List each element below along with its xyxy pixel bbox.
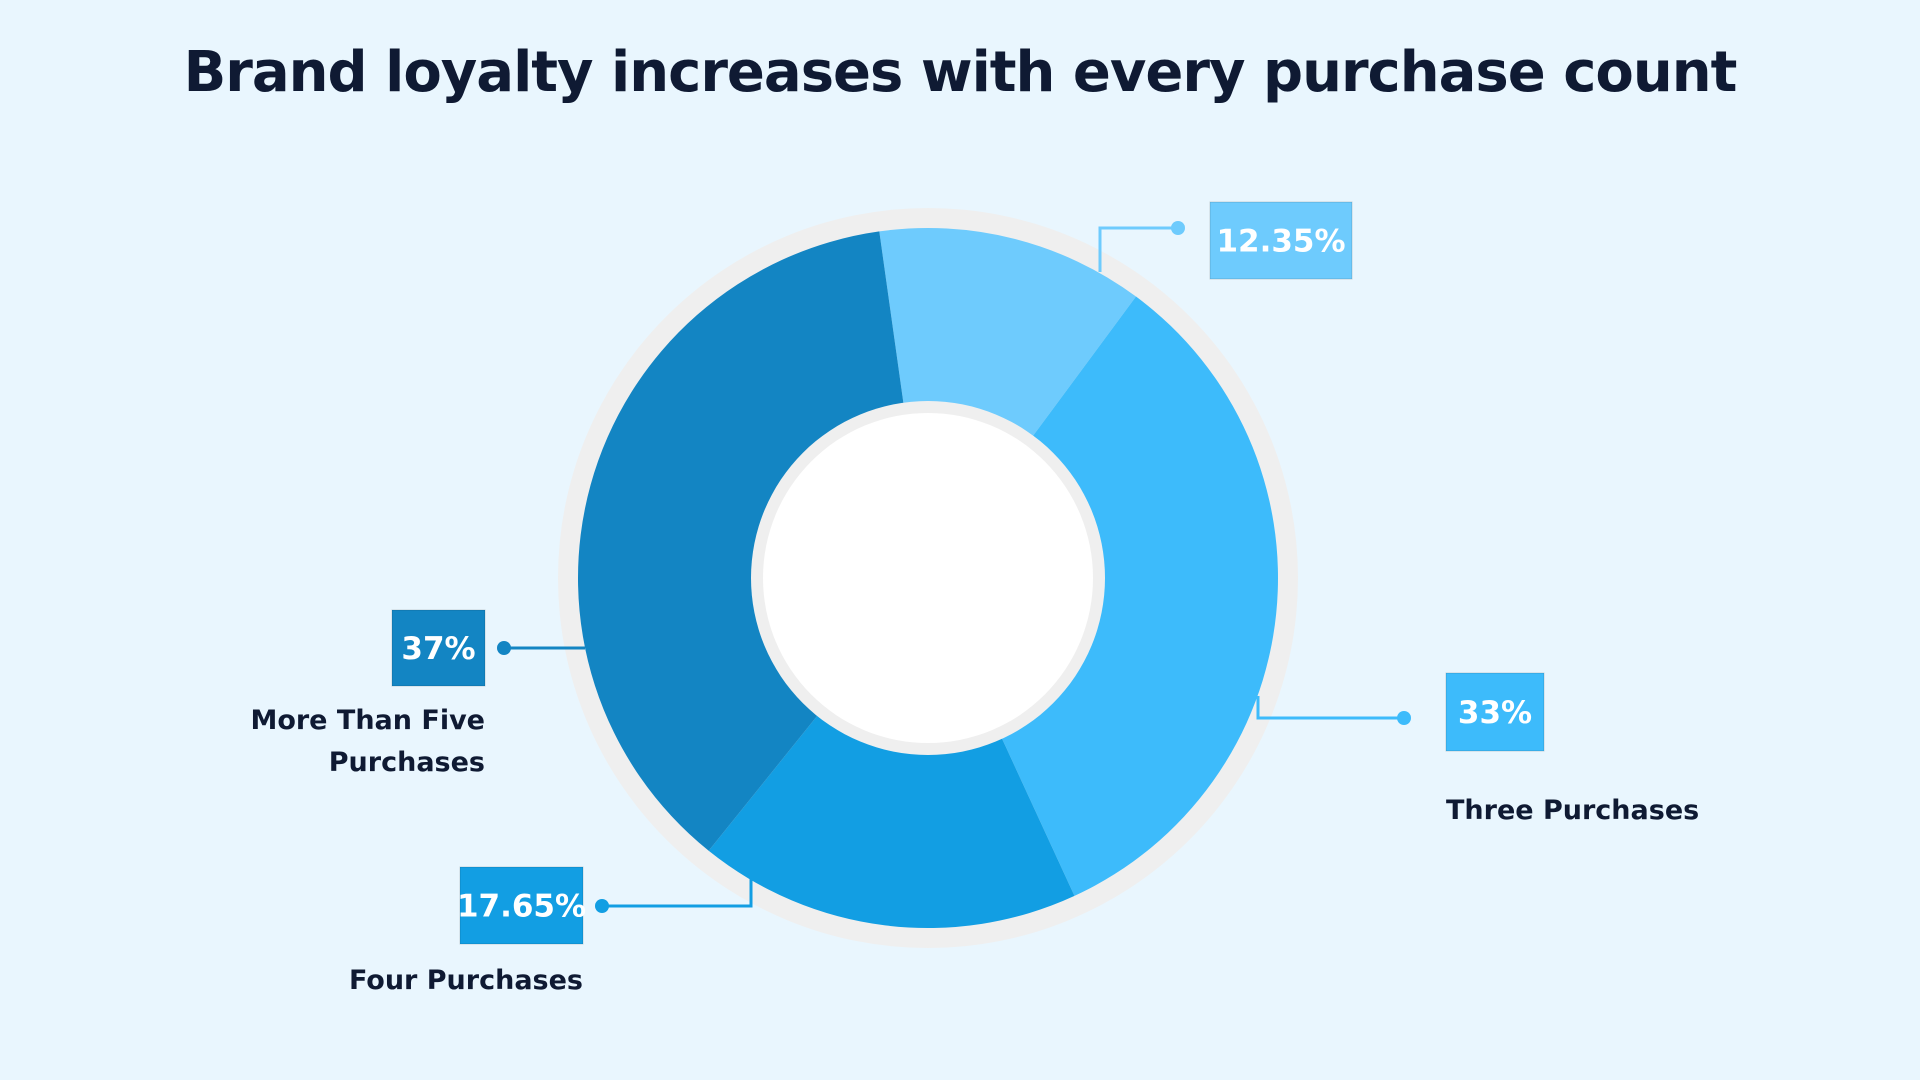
- leader-line: [1098, 226, 1178, 272]
- value-label-box: [1209, 201, 1353, 280]
- category-label: Four Purchases: [348, 965, 583, 996]
- value-label-box: [1445, 672, 1545, 752]
- leader-line: [1256, 696, 1404, 720]
- value-label-box: [391, 609, 486, 687]
- value-label: 12.35%: [1216, 224, 1345, 260]
- hole: [763, 413, 1093, 743]
- category-label: More Than Five Purchases: [250, 705, 485, 778]
- leader-dot: [1171, 221, 1185, 235]
- leader-line: [602, 833, 753, 908]
- slice: [577, 231, 906, 851]
- value-label-box: [459, 866, 584, 945]
- slice: [708, 706, 1075, 929]
- value-label: 33%: [1458, 695, 1532, 731]
- leader-dot: [1397, 711, 1411, 725]
- leader-dot: [595, 899, 609, 913]
- value-label: 17.65%: [457, 889, 586, 925]
- chart-title: Brand loyalty increases with every purch…: [183, 40, 1738, 105]
- category-label: Three Purchases: [1446, 795, 1700, 826]
- value-label: 37%: [401, 631, 475, 667]
- slice: [997, 296, 1278, 896]
- leader-dot: [497, 641, 511, 655]
- slice: [879, 228, 1136, 446]
